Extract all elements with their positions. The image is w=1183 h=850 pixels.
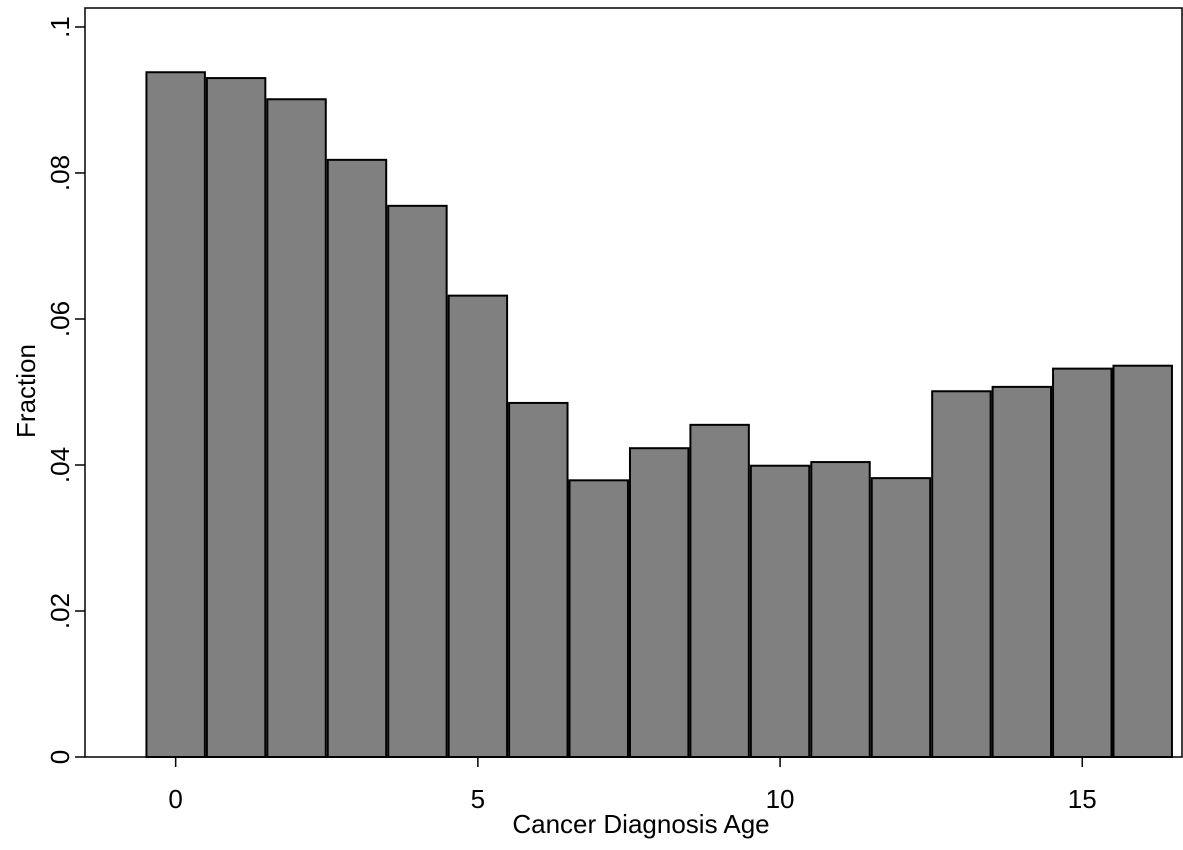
bar: [205, 77, 267, 759]
x-tick-label: 5: [471, 784, 485, 814]
bar: [447, 294, 509, 758]
bar: [1112, 364, 1173, 758]
bar: [810, 461, 871, 758]
bar: [689, 423, 750, 758]
x-tick-label: 10: [766, 784, 795, 814]
y-axis-title: Fraction: [11, 344, 41, 438]
bar: [568, 479, 629, 758]
bar: [749, 464, 811, 758]
bar: [628, 447, 690, 758]
bar: [1052, 367, 1113, 758]
bar: [991, 385, 1053, 758]
y-tick-label: .02: [45, 593, 75, 629]
y-tick-label: 0: [45, 750, 75, 764]
bar: [266, 98, 327, 758]
bar: [508, 401, 569, 758]
bar: [870, 477, 932, 758]
y-tick-label: .08: [45, 155, 75, 191]
bar: [326, 158, 388, 758]
y-tick-label: .04: [45, 447, 75, 483]
x-tick-label: 15: [1068, 784, 1097, 814]
bar: [931, 390, 992, 758]
plot-frame: [84, 7, 1183, 758]
bar: [145, 71, 206, 759]
bar: [387, 204, 448, 759]
x-tick-label: 0: [168, 784, 182, 814]
y-tick-label: .06: [45, 301, 75, 337]
y-tick-label: .1: [45, 16, 75, 38]
x-axis-title: Cancer Diagnosis Age: [512, 809, 769, 839]
